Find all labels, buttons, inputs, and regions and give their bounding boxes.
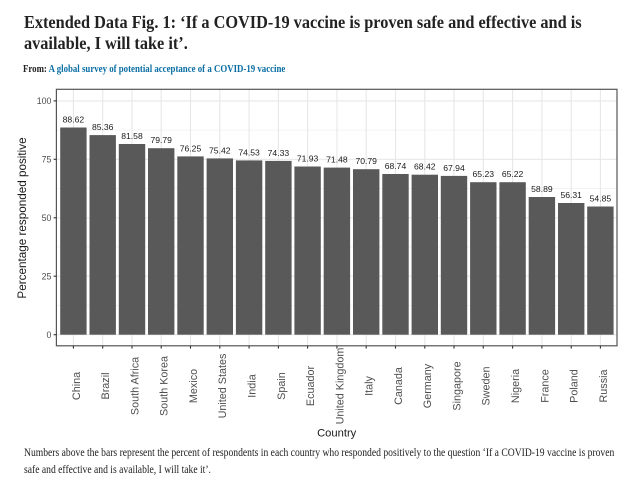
svg-text:67.94: 67.94: [443, 163, 465, 173]
svg-text:75.42: 75.42: [209, 145, 231, 155]
svg-text:76.25: 76.25: [180, 143, 202, 153]
svg-text:India: India: [247, 374, 259, 397]
svg-text:65.23: 65.23: [473, 169, 495, 179]
svg-text:88.62: 88.62: [63, 115, 85, 125]
svg-text:Germany: Germany: [422, 363, 434, 408]
svg-text:Canada: Canada: [393, 367, 405, 405]
svg-text:70.79: 70.79: [355, 156, 377, 166]
svg-text:81.58: 81.58: [121, 131, 143, 141]
svg-text:Ecuador: Ecuador: [305, 365, 317, 406]
svg-text:Spain: Spain: [276, 372, 288, 400]
svg-text:74.33: 74.33: [268, 148, 290, 158]
svg-text:85.36: 85.36: [92, 122, 114, 132]
svg-text:65.22: 65.22: [502, 169, 524, 179]
svg-text:Mexico: Mexico: [188, 369, 200, 403]
svg-text:68.42: 68.42: [414, 162, 436, 172]
svg-text:Sweden: Sweden: [481, 366, 493, 405]
svg-text:South Korea: South Korea: [159, 356, 171, 416]
svg-text:71.48: 71.48: [326, 155, 348, 165]
svg-text:United States: United States: [217, 353, 229, 418]
svg-text:50: 50: [42, 213, 52, 223]
svg-text:France: France: [539, 369, 551, 403]
svg-text:68.74: 68.74: [385, 161, 407, 171]
svg-text:100: 100: [37, 96, 52, 106]
svg-text:79.79: 79.79: [150, 135, 172, 145]
svg-text:54.85: 54.85: [590, 194, 612, 204]
svg-text:Italy: Italy: [364, 376, 376, 396]
svg-text:75: 75: [42, 154, 52, 164]
svg-text:74.53: 74.53: [238, 147, 260, 157]
svg-text:United Kingdom: United Kingdom: [334, 348, 346, 425]
svg-text:Poland: Poland: [569, 369, 581, 403]
svg-text:0: 0: [46, 330, 51, 340]
svg-text:Singapore: Singapore: [451, 361, 463, 410]
svg-text:58.89: 58.89: [531, 184, 553, 194]
svg-text:Brazil: Brazil: [100, 373, 112, 400]
svg-text:25: 25: [42, 271, 52, 281]
svg-text:China: China: [71, 372, 83, 400]
svg-text:56.31: 56.31: [560, 190, 582, 200]
svg-text:Percentage responded positive: Percentage responded positive: [16, 137, 29, 298]
svg-text:Russia: Russia: [598, 369, 610, 402]
svg-text:71.93: 71.93: [297, 154, 319, 164]
svg-text:South Africa: South Africa: [129, 357, 141, 415]
svg-text:Nigeria: Nigeria: [510, 369, 522, 403]
svg-text:Country: Country: [317, 428, 357, 440]
